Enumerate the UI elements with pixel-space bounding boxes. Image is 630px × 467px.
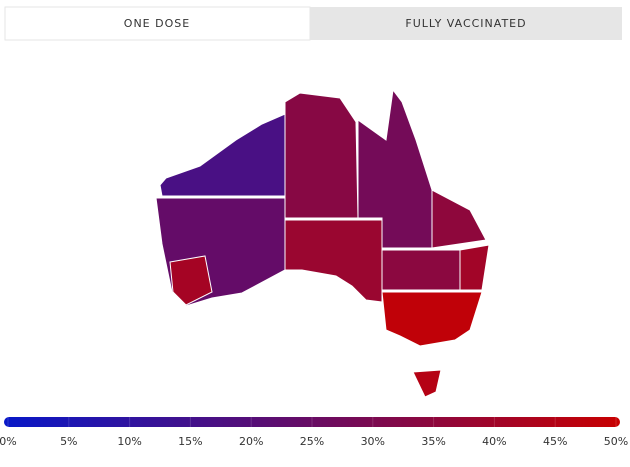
tick-label: 45%	[543, 435, 567, 448]
tick-label: 20%	[239, 435, 263, 448]
tab-label[interactable]: FULLY VACCINATED	[405, 17, 526, 30]
tick-label: 25%	[300, 435, 324, 448]
region	[159, 113, 286, 197]
tick-label: 40%	[482, 435, 506, 448]
region	[431, 189, 487, 249]
region	[169, 255, 213, 306]
tick-label: 10%	[117, 435, 141, 448]
legend: 0% 5% 10% 15% 20% 25% 30% 35% 40% 45% 50%	[0, 417, 628, 448]
region	[381, 291, 483, 347]
region	[284, 92, 359, 219]
region	[412, 369, 442, 398]
tick-label: 15%	[178, 435, 202, 448]
tick-label: 5%	[60, 435, 77, 448]
region	[284, 219, 383, 303]
tick-label: 0%	[0, 435, 17, 448]
region	[381, 249, 461, 291]
tab-background[interactable]	[4, 6, 311, 41]
tab-label[interactable]: ONE DOSE	[124, 17, 190, 30]
region	[459, 244, 490, 291]
tick-label: 35%	[421, 435, 445, 448]
tick-label: 50%	[604, 435, 628, 448]
tick-label: 30%	[361, 435, 385, 448]
colorbar	[4, 417, 620, 427]
tab-background[interactable]	[310, 7, 622, 40]
map	[155, 88, 490, 398]
